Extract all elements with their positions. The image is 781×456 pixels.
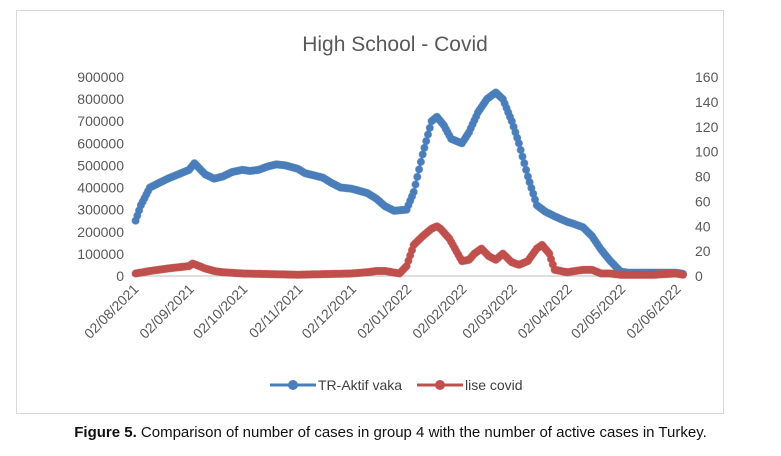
caption-text: Comparison of number of cases in group 4… — [136, 424, 707, 441]
y-right-tick-label: 40 — [695, 218, 711, 234]
series-2 — [131, 222, 688, 279]
figure-caption: Figure 5. Comparison of number of cases … — [0, 424, 781, 441]
y-left-tick-label: 800000 — [77, 91, 124, 107]
data-point — [416, 157, 425, 166]
y-left-tick-label: 100000 — [77, 246, 124, 262]
axes-layer: 0 100000 200000 300000 400000 500000 600000 700… — [77, 69, 718, 342]
data-point — [409, 187, 418, 197]
y-left-tick-label: 300000 — [77, 202, 124, 218]
y-left-tick-label: 900000 — [77, 69, 124, 85]
y-left-tick-label: 600000 — [77, 135, 124, 151]
data-point — [516, 145, 525, 155]
y-left-tick-label: 400000 — [77, 180, 124, 196]
chart-frame: High School - Covid 0 100000 200000 300000 4… — [16, 10, 724, 414]
data-point — [418, 150, 427, 159]
legend-label: lise covid — [465, 377, 523, 393]
x-tick-label: 02/01/2022 — [354, 281, 415, 342]
legend: TR-Aktif vaka lise covid — [270, 377, 523, 393]
y-right-tick-label: 80 — [695, 169, 711, 185]
x-tick-label: 02/05/2022 — [568, 281, 629, 342]
x-tick-label: 02/03/2022 — [459, 281, 520, 342]
y-right-tick-label: 160 — [695, 69, 719, 85]
data-point — [415, 165, 424, 174]
data-point — [422, 137, 431, 146]
data-point — [514, 139, 523, 148]
data-point — [423, 130, 433, 139]
x-tick-label: 02/04/2022 — [514, 281, 575, 342]
series-1 — [131, 88, 688, 278]
data-point — [520, 159, 529, 168]
y-left-tick-label: 200000 — [77, 224, 124, 240]
y-right-tick-label: 60 — [695, 193, 711, 209]
data-point — [518, 152, 527, 161]
x-tick-label: 02/12/2021 — [298, 281, 359, 342]
series-layer — [131, 88, 688, 279]
y-right-tick-label: 100 — [695, 144, 719, 160]
data-point — [420, 143, 429, 152]
y-right-tick-label: 20 — [695, 243, 711, 259]
x-tick-label: 02/10/2021 — [190, 281, 251, 342]
y-right-tick-label: 120 — [695, 119, 719, 135]
data-point — [678, 270, 688, 279]
data-point — [413, 172, 422, 181]
data-point — [425, 123, 434, 133]
y-right-tick-label: 140 — [695, 94, 719, 110]
legend-swatch-marker — [288, 380, 298, 390]
y-left-tick-label: 500000 — [77, 157, 124, 173]
legend-swatch-marker — [435, 380, 445, 390]
chart-svg: High School - Covid 0 100000 200000 300000 4… — [77, 33, 718, 393]
x-tick-label: 02/06/2022 — [623, 281, 684, 342]
y-right-tick-label: 0 — [695, 268, 703, 284]
x-tick-label: 02/08/2021 — [81, 281, 142, 342]
caption-label: Figure 5. — [74, 424, 137, 441]
data-point — [522, 165, 531, 174]
data-point — [411, 180, 420, 189]
x-tick-label: 02/09/2021 — [136, 281, 197, 342]
y-left-tick-label: 700000 — [77, 113, 124, 129]
x-tick-label: 02/11/2021 — [246, 281, 306, 341]
legend-label: TR-Aktif vaka — [318, 377, 402, 393]
chart-title: High School - Covid — [302, 33, 488, 56]
y-left-tick-label: 0 — [116, 268, 124, 284]
